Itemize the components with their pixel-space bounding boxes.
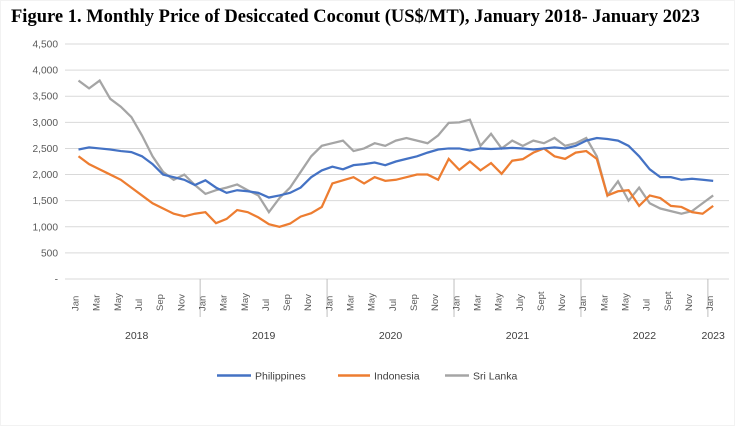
svg-text:Nov: Nov — [303, 294, 314, 311]
svg-text:Jul: Jul — [388, 299, 399, 311]
svg-text:Nov: Nov — [176, 294, 187, 311]
svg-text:Sri Lanka: Sri Lanka — [473, 371, 518, 383]
svg-text:2,000: 2,000 — [33, 170, 59, 181]
svg-text:Sept: Sept — [663, 291, 674, 311]
svg-text:May: May — [240, 293, 251, 311]
svg-text:Mar: Mar — [92, 295, 103, 311]
svg-text:May: May — [113, 293, 124, 311]
svg-text:1,000: 1,000 — [33, 222, 59, 233]
svg-text:Mar: Mar — [346, 295, 357, 311]
svg-text:2,500: 2,500 — [33, 144, 59, 155]
svg-text:Jul: Jul — [261, 299, 272, 311]
svg-text:Nov: Nov — [430, 294, 441, 311]
svg-text:Sep: Sep — [155, 294, 166, 311]
svg-text:Jan: Jan — [578, 296, 589, 311]
svg-text:Mar: Mar — [219, 295, 230, 311]
svg-text:July: July — [515, 294, 526, 311]
svg-text:May: May — [621, 293, 632, 311]
svg-text:2022: 2022 — [633, 330, 657, 342]
svg-text:Mar: Mar — [599, 295, 610, 311]
svg-text:Sep: Sep — [409, 294, 420, 311]
svg-text:May: May — [367, 293, 378, 311]
svg-text:2019: 2019 — [252, 330, 276, 342]
svg-text:3,500: 3,500 — [33, 92, 59, 103]
svg-text:Jul: Jul — [642, 299, 653, 311]
svg-text:500: 500 — [41, 248, 58, 259]
svg-text:Nov: Nov — [684, 294, 695, 311]
svg-text:Mar: Mar — [472, 295, 483, 311]
svg-text:Jan: Jan — [197, 296, 208, 311]
svg-text:4,500: 4,500 — [33, 40, 59, 51]
svg-text:3,000: 3,000 — [33, 118, 59, 129]
svg-text:Sept: Sept — [536, 291, 547, 311]
svg-text:Jul: Jul — [134, 299, 145, 311]
svg-text:2021: 2021 — [506, 330, 530, 342]
svg-text:Sep: Sep — [282, 294, 293, 311]
svg-text:Philippines: Philippines — [255, 371, 306, 383]
svg-text:2018: 2018 — [125, 330, 149, 342]
svg-text:Indonesia: Indonesia — [374, 371, 420, 383]
svg-text:Nov: Nov — [557, 294, 568, 311]
svg-text:4,000: 4,000 — [33, 66, 59, 77]
svg-text:Jan: Jan — [451, 296, 462, 311]
svg-text:2020: 2020 — [379, 330, 403, 342]
svg-text:Jan: Jan — [71, 296, 82, 311]
svg-text:Jan: Jan — [324, 296, 335, 311]
svg-text:2023: 2023 — [702, 330, 726, 342]
svg-text:Jan: Jan — [705, 296, 716, 311]
svg-text:1,500: 1,500 — [33, 196, 59, 207]
svg-text:May: May — [494, 293, 505, 311]
svg-text:-: - — [55, 275, 58, 286]
